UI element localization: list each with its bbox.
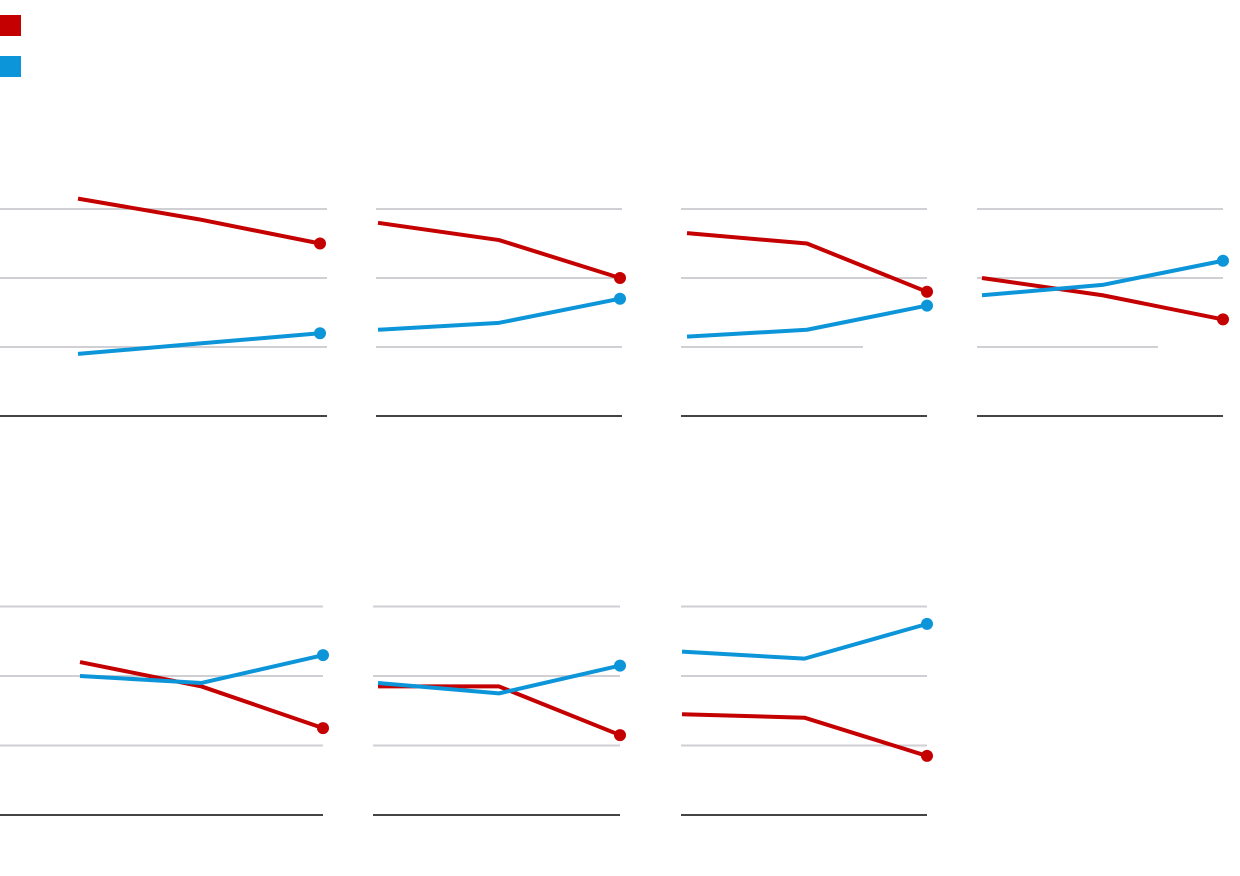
panel-5 bbox=[0, 605, 329, 816]
series-2-line bbox=[686, 303, 928, 339]
series-1-end-marker bbox=[1217, 313, 1229, 326]
series-2-end-marker bbox=[614, 659, 626, 672]
panel-1 bbox=[0, 196, 327, 417]
series-1-end-marker bbox=[614, 729, 626, 742]
series-1-end-marker bbox=[314, 237, 326, 250]
series-2-end-marker bbox=[921, 299, 933, 312]
series-2-end-marker bbox=[317, 649, 329, 662]
legend bbox=[0, 15, 29, 97]
series-1-end-marker bbox=[317, 722, 329, 735]
panel-7 bbox=[681, 605, 933, 816]
series-2-end-marker bbox=[614, 292, 626, 305]
panel-6 bbox=[373, 605, 626, 816]
series-2-line bbox=[377, 296, 621, 332]
series-1-line bbox=[377, 220, 621, 280]
series-1-line bbox=[686, 231, 928, 294]
series-1-end-marker bbox=[921, 749, 933, 762]
legend-item-series-a bbox=[0, 15, 29, 36]
series-1-end-marker bbox=[921, 285, 933, 298]
legend-swatch-series-b bbox=[0, 56, 21, 77]
series-1-end-marker bbox=[614, 272, 626, 284]
series-2-line bbox=[681, 621, 928, 661]
panel-4 bbox=[977, 208, 1229, 417]
series-2-end-marker bbox=[1217, 254, 1229, 267]
legend-swatch-series-a bbox=[0, 15, 21, 36]
panel-2 bbox=[376, 208, 626, 417]
series-1-line bbox=[77, 196, 321, 246]
series-1-line bbox=[79, 660, 324, 731]
series-1-line bbox=[681, 712, 928, 758]
legend-item-series-b bbox=[0, 56, 29, 77]
panel-3 bbox=[681, 208, 933, 417]
series-2-end-marker bbox=[921, 617, 933, 630]
series-2-end-marker bbox=[314, 327, 326, 340]
series-2-line bbox=[377, 663, 621, 696]
